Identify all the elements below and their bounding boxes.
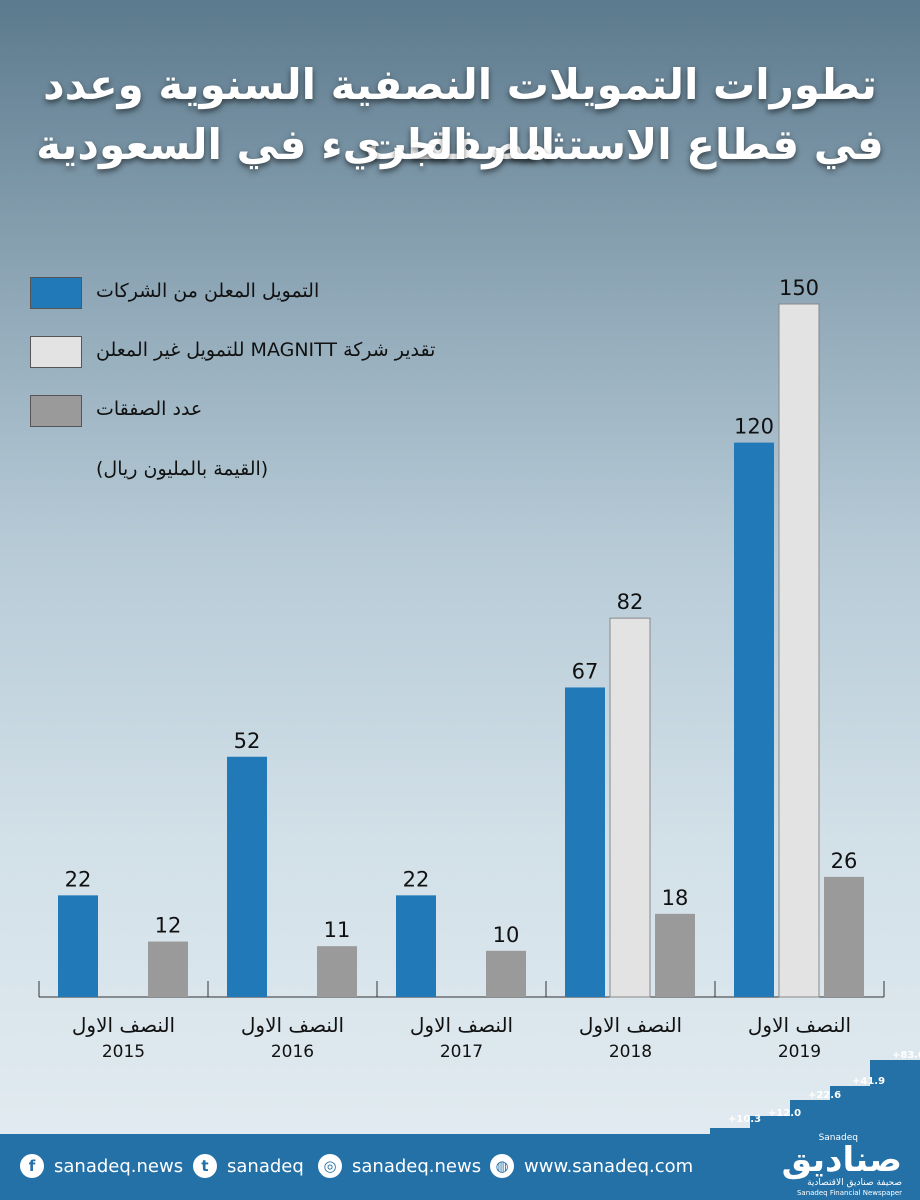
bar-series-1 (58, 895, 98, 997)
facebook-link[interactable]: f sanadeq.news (20, 1148, 183, 1184)
bar-value-label: 22 (403, 867, 430, 891)
category-half-label: النصف الاول (747, 1013, 852, 1037)
website-url: www.sanadeq.com (524, 1155, 694, 1177)
category-year-label: 2017 (439, 1042, 484, 1062)
bar-value-label: 26 (831, 849, 858, 873)
legend-label-deals: عدد الصفقات (96, 398, 203, 420)
bar-series-2 (609, 617, 651, 998)
category-half-label: النصف الاول (240, 1013, 345, 1037)
bar-series-1 (734, 442, 774, 998)
instagram-handle: sanadeq.news (352, 1155, 482, 1177)
bar-series-2 (778, 303, 820, 998)
category-year-label: 2019 (777, 1042, 822, 1062)
facebook-icon: f (20, 1154, 44, 1178)
bar-series-1 (396, 895, 436, 997)
bar-series-1 (565, 687, 605, 997)
step-label-4: +41.9 (852, 1076, 886, 1087)
bar-value-label: 12 (155, 914, 182, 938)
step-label-1: +10.3 (728, 1114, 762, 1125)
category-half-label: النصف الاول (409, 1013, 514, 1037)
category-year-label: 2015 (101, 1042, 146, 1062)
bar-value-label: 22 (65, 867, 92, 891)
bar-series-3 (655, 913, 695, 997)
logo-subtitle-en: Sanadeq Financial Newspaper (796, 1189, 902, 1197)
step-label-3: +22.6 (808, 1090, 842, 1101)
bar-value-label: 150 (779, 276, 819, 300)
bar-chart: 22 12 52 11 22 10 67 82 18 120 150 26 (38, 276, 885, 998)
bar-value-label: 18 (662, 886, 689, 910)
bar-series-3 (148, 941, 188, 997)
twitter-handle: sanadeq (227, 1155, 304, 1177)
bar-value-label: 82 (617, 590, 644, 614)
bar-value-label: 10 (493, 923, 520, 947)
bar-value-label: 11 (324, 918, 351, 942)
twitter-icon: t (193, 1154, 217, 1178)
footer-bar (0, 1134, 920, 1200)
unit-note: (القيمة بالمليون ريال) (96, 458, 269, 480)
chart-title-line1: تطورات التمويلات النصفية السنوية وعدد ال… (43, 60, 877, 169)
category-half-label: النصف الاول (71, 1013, 176, 1037)
globe-icon: ◍ (490, 1154, 514, 1178)
logo-latin: Sanadeq (818, 1133, 858, 1143)
legend-label-estimated: تقدير شركة MAGNITT للتمويل غير المعلن (96, 339, 436, 361)
twitter-link[interactable]: t sanadeq (193, 1148, 304, 1184)
bar-value-label: 67 (572, 659, 599, 683)
bar-series-3 (486, 950, 526, 997)
chart-title-line2: في قطاع الاستثمار الجريء في السعودية (36, 120, 884, 169)
category-half-label: النصف الاول (578, 1013, 683, 1037)
step-label-5: +83.0 (892, 1050, 920, 1061)
category-year-label: 2018 (608, 1042, 653, 1062)
logo-subtitle-ar: صحيفة صناديق الاقتصادية (807, 1178, 902, 1188)
bar-series-1 (227, 756, 267, 997)
legend-label-disclosed: التمويل المعلن من الشركات (96, 280, 320, 302)
website-link[interactable]: ◍ www.sanadeq.com (490, 1148, 693, 1184)
step-label-2: +12.0 (768, 1108, 802, 1119)
legend-swatch-estimated (30, 336, 82, 368)
category-year-label: 2016 (270, 1042, 315, 1062)
facebook-handle: sanadeq.news (54, 1155, 184, 1177)
instagram-link[interactable]: ◎ sanadeq.news (318, 1148, 481, 1184)
legend-swatch-deals (30, 395, 82, 427)
logo: صناديق (781, 1140, 902, 1180)
bar-value-label: 120 (734, 415, 774, 439)
legend-swatch-disclosed (30, 277, 82, 309)
bar-series-3 (317, 946, 357, 997)
growth-steps-graphic (710, 1060, 920, 1134)
instagram-icon: ◎ (318, 1154, 342, 1178)
bar-value-label: 52 (234, 729, 261, 753)
bar-series-3 (824, 876, 864, 997)
